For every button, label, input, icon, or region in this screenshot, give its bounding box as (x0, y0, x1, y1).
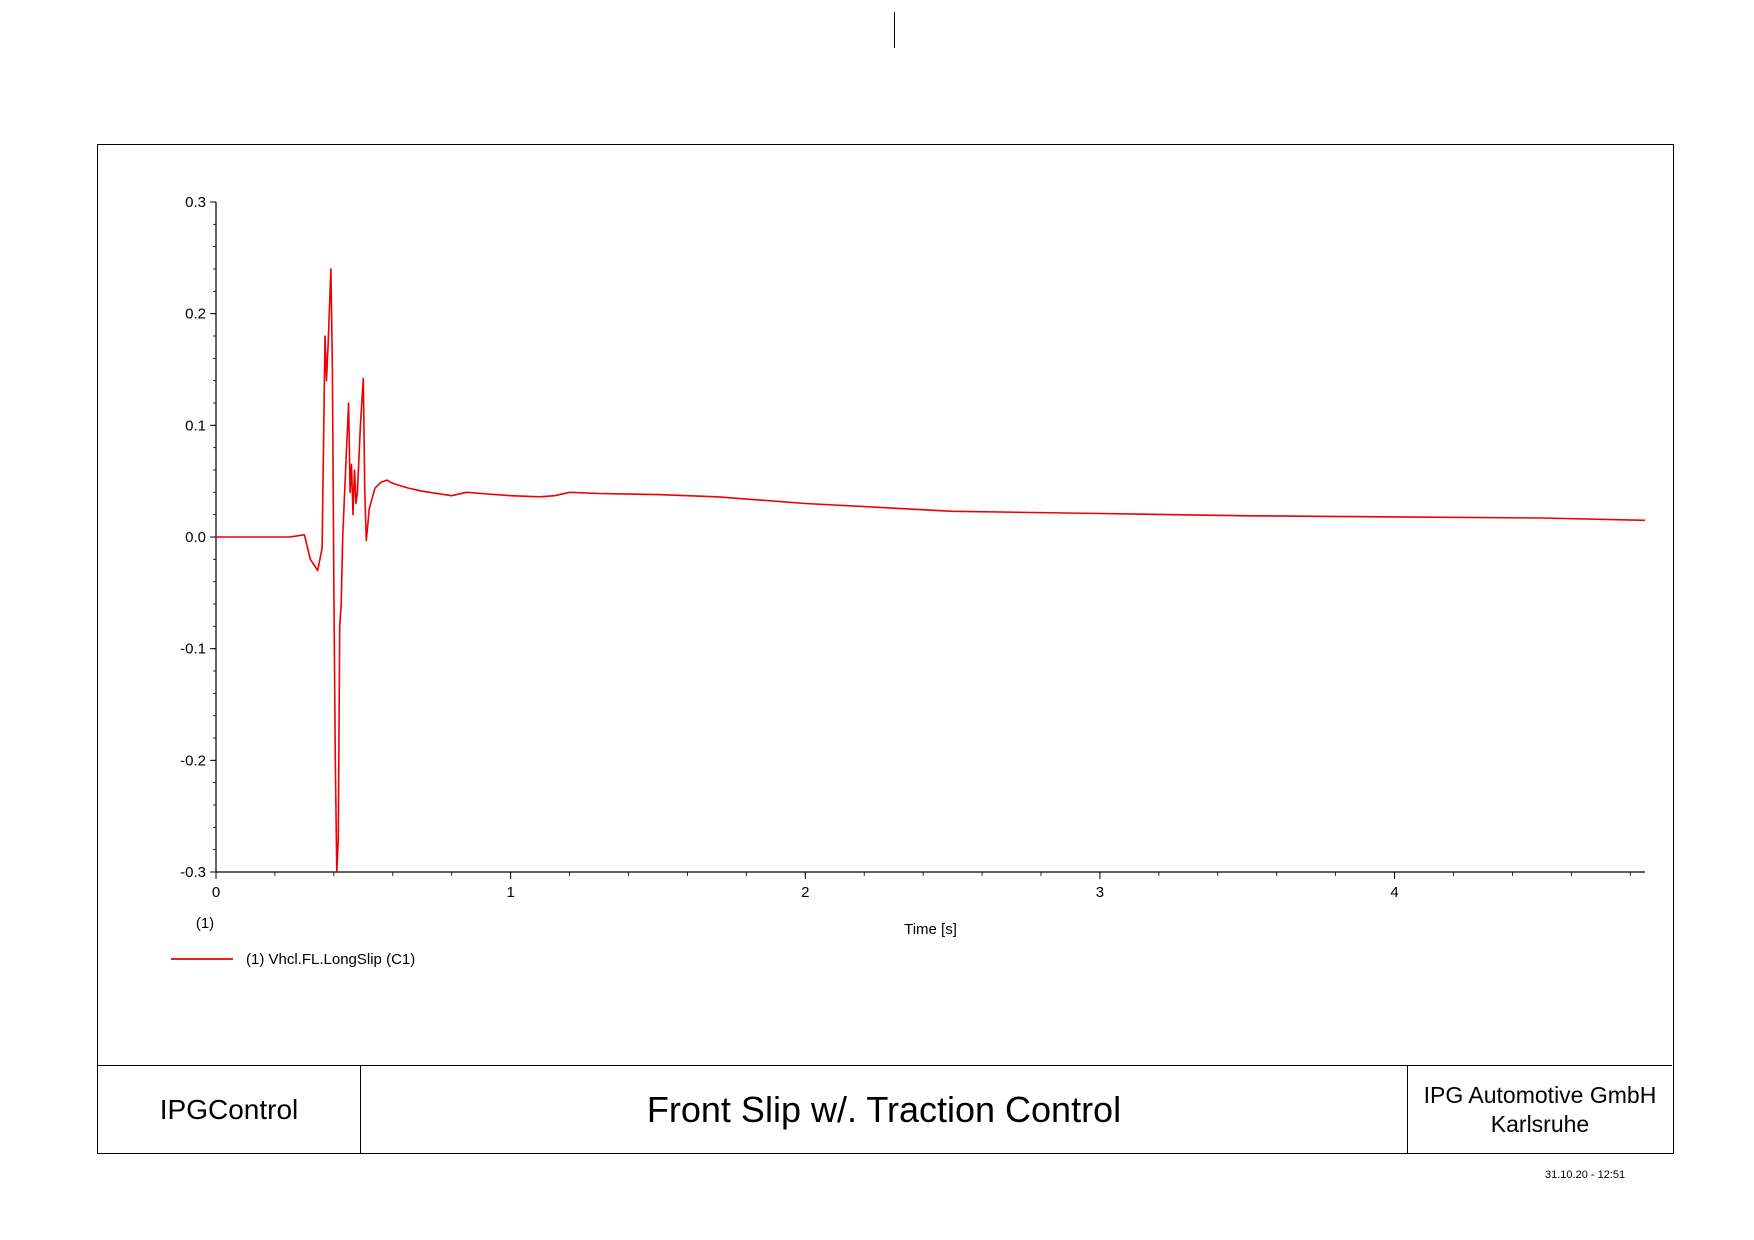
app-name: IPGControl (98, 1066, 361, 1153)
axis-index-label: (1) (196, 915, 214, 932)
plot-sheet: -0.3 -0.2 -0.1 0.0 0.1 0.2 0.3 0 1 2 3 4 Time [s] (1)… (97, 144, 1674, 1154)
y-tick-label: -0.1 (180, 641, 206, 658)
x-tick-label: 4 (1390, 884, 1398, 901)
company-city: Karlsruhe (1490, 1110, 1590, 1137)
x-tick-label: 2 (801, 884, 809, 901)
company-block: IPG Automotive GmbH Karlsruhe (1408, 1066, 1672, 1153)
chart: -0.3 -0.2 -0.1 0.0 0.1 0.2 0.3 0 1 2 3 4 Time [s] (1)… (171, 194, 1646, 968)
timestamp: 31.10.20 - 12:51 (1545, 1169, 1626, 1181)
chart-title: Front Slip w/. Traction Control (361, 1066, 1408, 1153)
y-tick-label: 0.0 (185, 529, 206, 546)
x-tick-label: 0 (212, 884, 220, 901)
x-tick-label: 1 (506, 884, 514, 901)
y-tick-label: -0.2 (180, 752, 206, 769)
crop-mark (894, 12, 895, 48)
x-axis-label: Time [s] (904, 921, 957, 938)
legend-label: (1) Vhcl.FL.LongSlip (C1) (246, 951, 415, 968)
y-tick-label: 0.1 (185, 417, 206, 434)
title-block: IPGControl Front Slip w/. Traction Contr… (98, 1065, 1672, 1153)
x-tick-label: 3 (1096, 884, 1104, 901)
series-line (216, 268, 1646, 873)
y-tick-label: 0.2 (185, 306, 206, 323)
company-name: IPG Automotive GmbH (1423, 1081, 1657, 1108)
y-tick-label: -0.3 (180, 864, 206, 881)
y-tick-label: 0.3 (185, 194, 206, 211)
